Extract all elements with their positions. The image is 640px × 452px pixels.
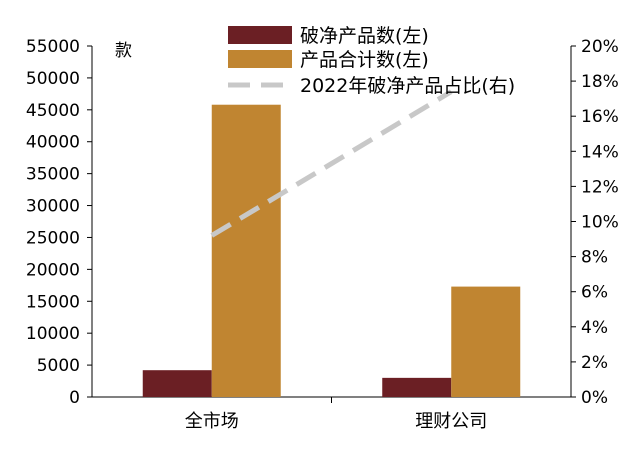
ratio-line-series bbox=[210, 89, 453, 238]
right-tick-label: 18% bbox=[581, 72, 619, 92]
ratio-line bbox=[210, 89, 453, 238]
right-tick-label: 8% bbox=[581, 248, 608, 268]
left-tick-label: 40000 bbox=[26, 133, 80, 153]
right-tick-label: 14% bbox=[581, 142, 619, 162]
bars bbox=[142, 104, 521, 397]
left-tick-label: 5000 bbox=[37, 356, 80, 376]
right-tick-label: 16% bbox=[581, 107, 619, 127]
left-tick-label: 45000 bbox=[26, 101, 80, 121]
legend-label: 2022年破净产品占比(右) bbox=[300, 75, 515, 97]
legend-swatch bbox=[228, 50, 292, 68]
bar-below-nav-count bbox=[142, 370, 212, 397]
tick-labels: 0 5000 10000 15000 20000 25000 30000 35000 40000… bbox=[26, 37, 619, 432]
right-tick-label: 6% bbox=[581, 283, 608, 303]
legend-swatch bbox=[228, 26, 292, 44]
left-tick-label: 20000 bbox=[26, 260, 80, 280]
left-tick-label: 55000 bbox=[26, 37, 80, 57]
right-tick-label: 4% bbox=[581, 318, 608, 338]
legend-label: 破净产品数(左) bbox=[300, 25, 429, 47]
bar-total-count bbox=[451, 286, 521, 397]
category-label: 全市场 bbox=[185, 411, 239, 432]
right-tick-label: 10% bbox=[581, 213, 619, 233]
left-tick-label: 10000 bbox=[26, 324, 80, 344]
bar-below-nav-count bbox=[382, 377, 452, 397]
bar-total-count bbox=[211, 104, 281, 397]
left-tick-label: 25000 bbox=[26, 228, 80, 248]
right-tick-label: 0% bbox=[581, 388, 608, 408]
right-tick-label: 12% bbox=[581, 177, 619, 197]
legend-label: 产品合计数(左) bbox=[300, 49, 429, 71]
left-tick-label: 30000 bbox=[26, 197, 80, 217]
left-tick-label: 35000 bbox=[26, 165, 80, 185]
left-tick-label: 50000 bbox=[26, 69, 80, 89]
right-tick-label: 20% bbox=[581, 37, 619, 57]
right-tick-label: 2% bbox=[581, 353, 608, 373]
left-tick-label: 15000 bbox=[26, 292, 80, 312]
left-tick-label: 0 bbox=[69, 388, 80, 408]
y-axis-unit-label: 款 bbox=[115, 41, 132, 61]
category-label: 理财公司 bbox=[415, 411, 487, 432]
legend: 破净产品数(左)产品合计数(左) 2022年破净产品占比(右) bbox=[228, 25, 515, 97]
